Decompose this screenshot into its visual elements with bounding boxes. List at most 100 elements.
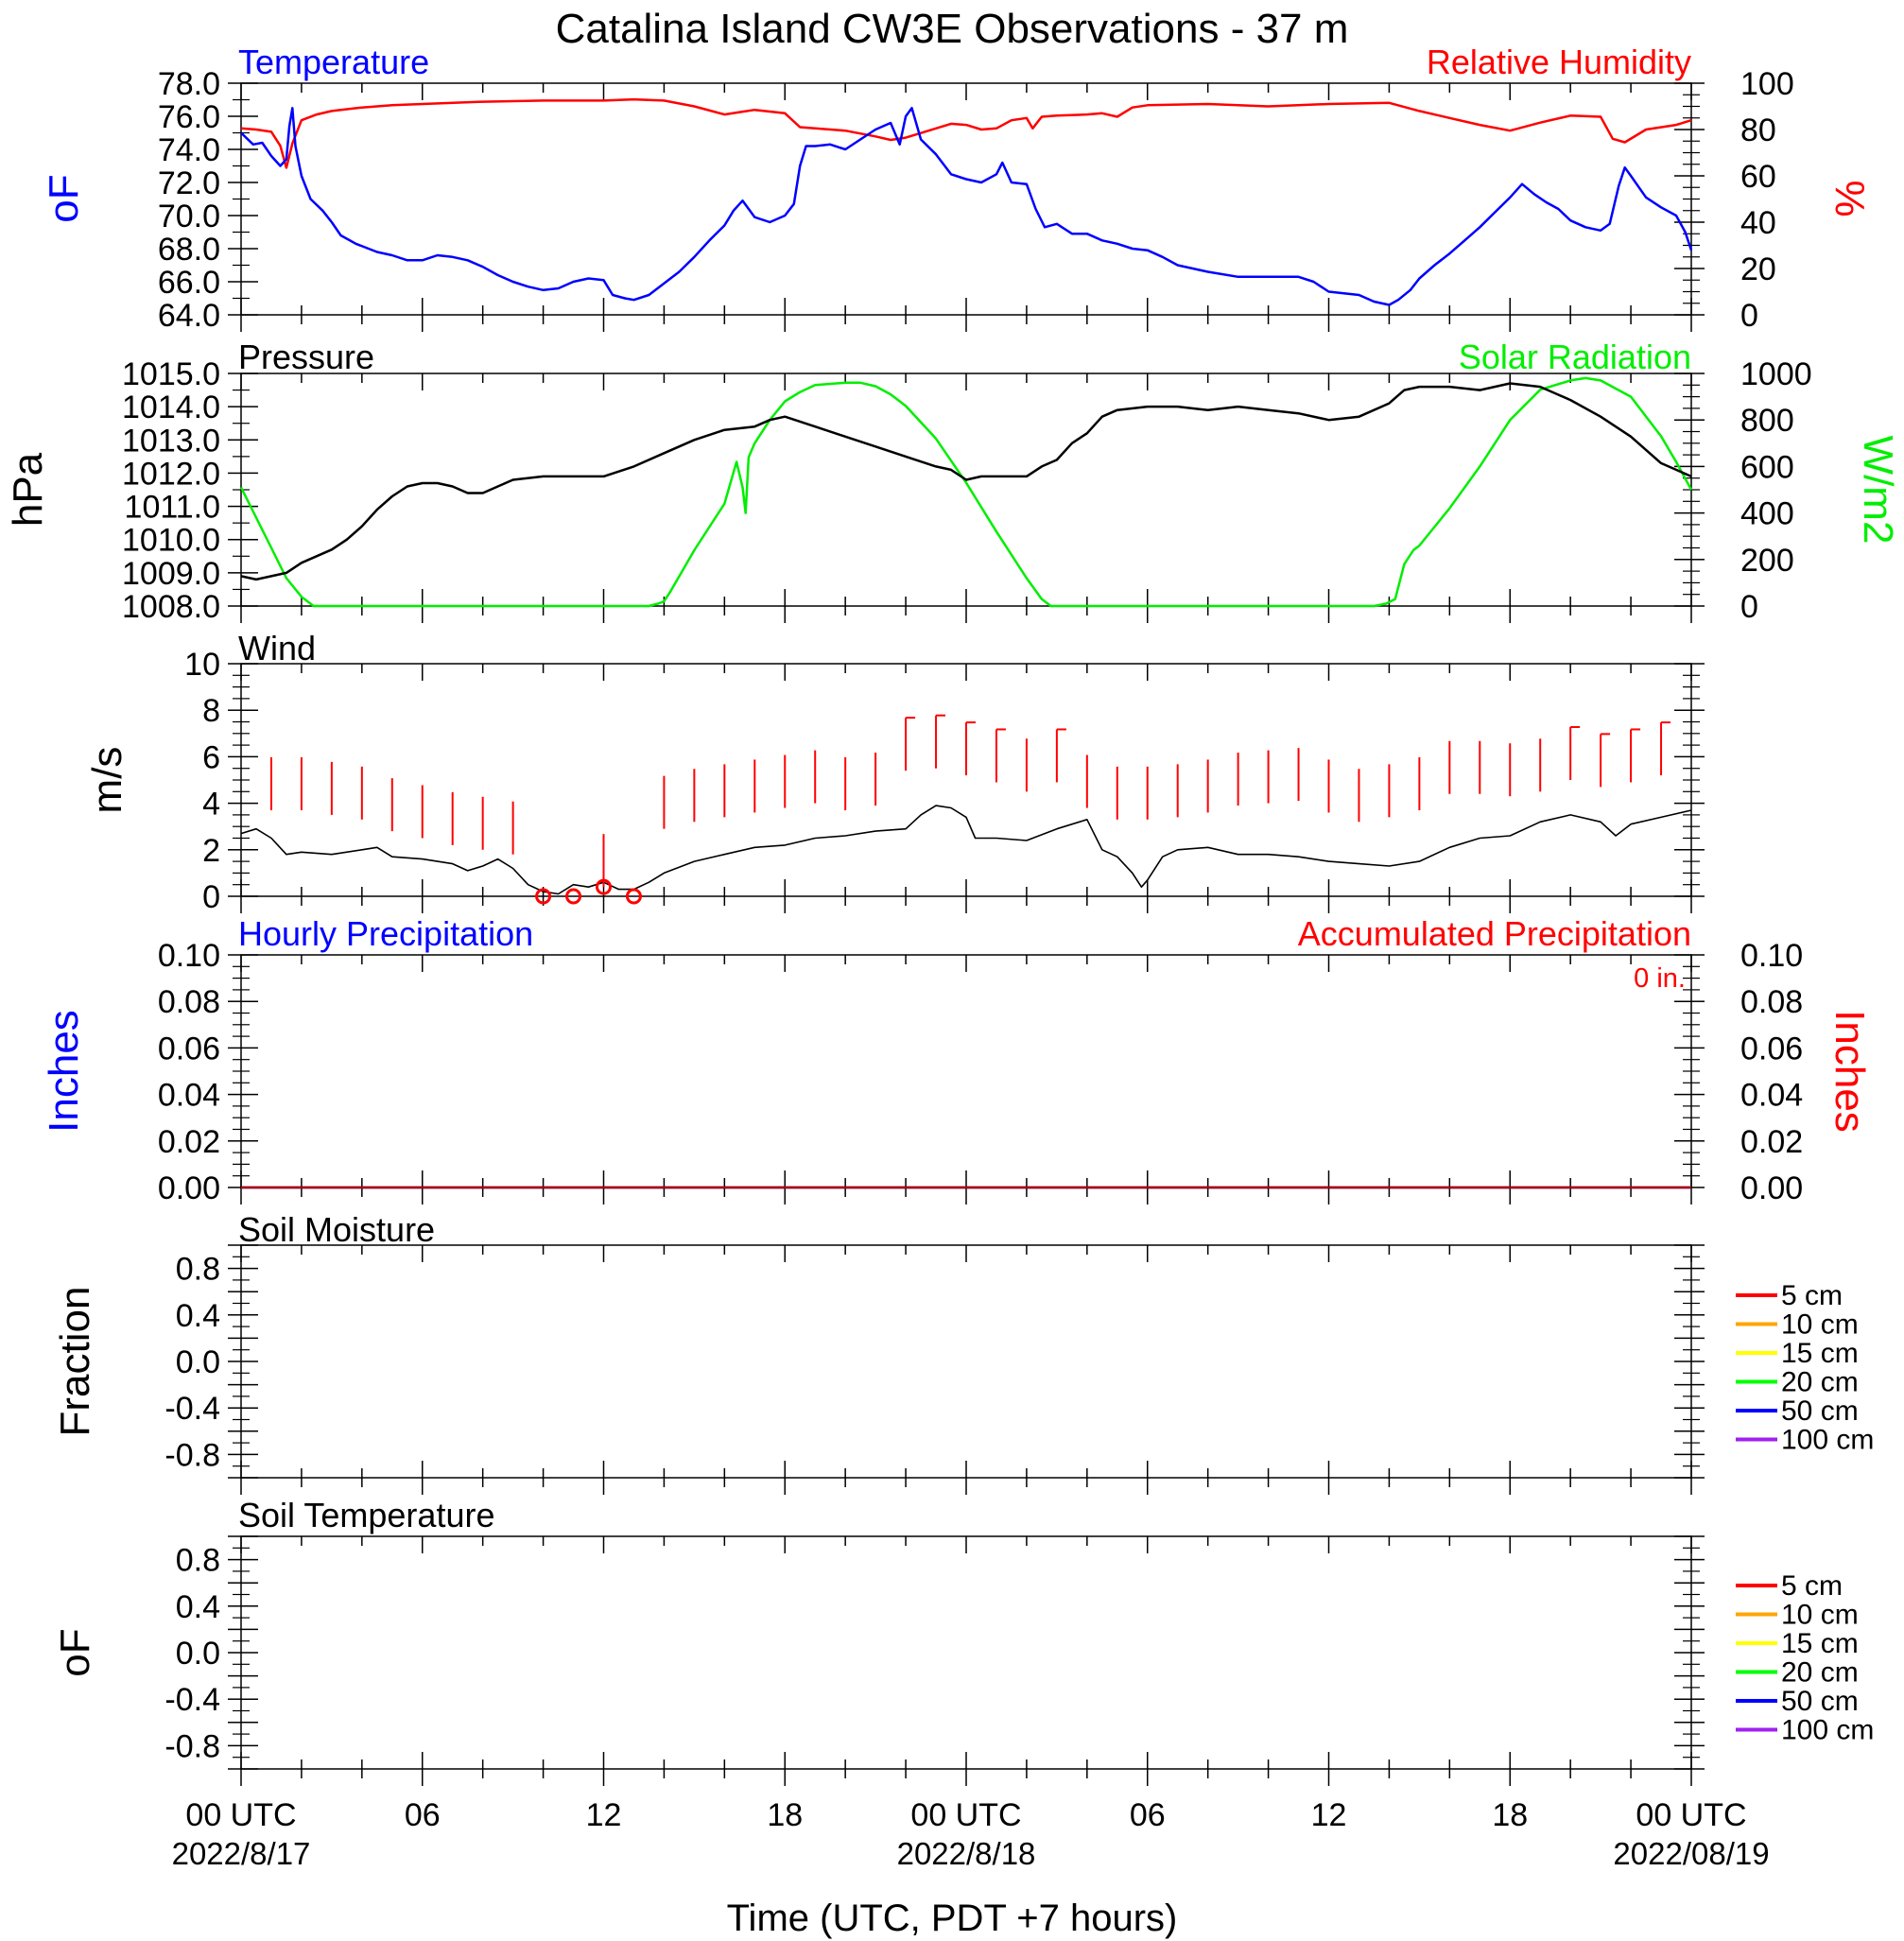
wind-left-tick-label: 2	[202, 833, 220, 869]
pressure_solar-right-tick-label: 800	[1740, 403, 1794, 439]
pressure_solar-left-tick-label: 1012.0	[122, 456, 220, 492]
soil_temp-legend-label: 5 cm	[1781, 1570, 1843, 1602]
soil_moisture-legend-label: 15 cm	[1781, 1338, 1859, 1369]
precip-left-tick-label: 0.08	[158, 984, 220, 1020]
temp_rh-right-tick-label: 40	[1740, 205, 1776, 241]
soil_moisture-left-tick-label: 0.0	[176, 1344, 220, 1380]
temp_rh-left-tick-label: 70.0	[158, 199, 220, 234]
soil_moisture-legend-label: 5 cm	[1781, 1280, 1843, 1311]
soil_temp-frame	[228, 1535, 1705, 1786]
pressure_solar-right-tick-label: 600	[1740, 449, 1794, 485]
soil_moisture-title: Soil Moisture	[238, 1210, 435, 1249]
wind-plot-border	[240, 663, 1692, 897]
soil_moisture-legend-label: 10 cm	[1781, 1309, 1859, 1341]
soil_moisture-legend-label: 20 cm	[1781, 1367, 1859, 1398]
soil_moisture-left-tick-label: -0.8	[164, 1437, 220, 1473]
pressure-title: Pressure	[238, 338, 374, 376]
calm-wind-marker	[596, 878, 612, 895]
calm-wind-marker	[535, 888, 552, 905]
soil_moisture-unit: Fraction	[52, 1287, 98, 1437]
wind-left-tick-label: 0	[202, 879, 220, 915]
pressure_solar-left-tick-label: 1010.0	[122, 523, 220, 559]
wind-series-line	[240, 805, 1692, 895]
x-tick-label: 12	[586, 1797, 622, 1833]
precip-right-tick-label: 0.06	[1740, 1031, 1803, 1066]
precip-right-tick-label: 0.00	[1740, 1170, 1803, 1206]
x-tick-label: 18	[1492, 1797, 1528, 1833]
temp_rh-left-tick-label: 78.0	[158, 66, 220, 102]
soil_moisture-legend-label: 50 cm	[1781, 1395, 1859, 1427]
precip-right-tick-label: 0.10	[1740, 938, 1803, 974]
x-tick-label: 00 UTC	[1636, 1797, 1746, 1833]
temperature-series-line	[240, 107, 1693, 306]
x-tick-label: 00 UTC	[185, 1797, 296, 1833]
temp_rh-left-tick-label: 72.0	[158, 165, 220, 201]
solar-series-line	[239, 376, 1693, 608]
wind-left-tick-label: 8	[202, 693, 220, 729]
hourly-precip-unit: Inches	[41, 1010, 87, 1133]
wind-title: Wind	[238, 629, 316, 667]
humidity-series-line	[240, 97, 1692, 169]
soil_moisture-frame	[228, 1244, 1705, 1495]
humidity-unit: %	[1826, 180, 1873, 217]
pressure_solar-right-tick-label: 0	[1740, 589, 1758, 625]
soil_temp-plot-border	[240, 1535, 1692, 1770]
temp_rh-left-tick-label: 76.0	[158, 99, 220, 135]
soil_temp-legend-label: 100 cm	[1781, 1715, 1874, 1746]
precip-right-tick-label: 0.04	[1740, 1078, 1803, 1114]
temp_rh-left-tick-label: 68.0	[158, 232, 220, 268]
precip-right-tick-label: 0.02	[1740, 1124, 1803, 1160]
soil_temp-legend-label: 50 cm	[1781, 1686, 1859, 1717]
precip-plot-border	[240, 954, 1692, 1188]
pressure_solar-left-tick-label: 1015.0	[122, 356, 220, 392]
soil_moisture-legend-label: 100 cm	[1781, 1425, 1874, 1456]
x-tick-date-label: 2022/8/17	[172, 1836, 311, 1871]
precip-frame	[228, 954, 1705, 1204]
temp_rh-left-tick-label: 64.0	[158, 298, 220, 334]
pressure_solar-left-tick-label: 1008.0	[122, 589, 220, 625]
temp_rh-left-tick-label: 74.0	[158, 132, 220, 168]
soil_temp-left-tick-label: 0.8	[176, 1543, 220, 1579]
soil_temp-left-tick-label: 0.0	[176, 1636, 220, 1672]
soil_moisture-left-tick-label: 0.8	[176, 1252, 220, 1288]
x-tick-label: 06	[405, 1797, 441, 1833]
temp_rh-right-tick-label: 80	[1740, 113, 1776, 148]
x-tick-label: 18	[767, 1797, 803, 1833]
temp_rh-right-tick-label: 20	[1740, 251, 1776, 287]
pressure_solar-right-tick-label: 200	[1740, 543, 1794, 579]
temp_rh-right-tick-label: 100	[1740, 66, 1794, 102]
wind-left-tick-label: 6	[202, 739, 220, 775]
pressure_solar-right-tick-label: 400	[1740, 496, 1794, 532]
calm-wind-marker	[565, 888, 582, 905]
soil_temp-legend-label: 20 cm	[1781, 1657, 1859, 1689]
pressure_solar-left-tick-label: 1011.0	[125, 490, 220, 526]
soil_temp-left-tick-label: 0.4	[176, 1589, 220, 1625]
pressure_solar-left-tick-label: 1014.0	[122, 390, 220, 425]
soil_temp-legend-label: 15 cm	[1781, 1628, 1859, 1659]
soil_moisture-left-tick-label: -0.4	[164, 1391, 220, 1427]
wind-left-tick-label: 10	[184, 647, 220, 683]
precip-left-tick-label: 0.00	[158, 1170, 220, 1206]
soil_temp-title: Soil Temperature	[238, 1496, 494, 1534]
panels: 64.066.068.070.072.074.076.078.002040608…	[5, 43, 1901, 1786]
x-tick-date-label: 2022/8/18	[897, 1836, 1036, 1871]
x-tick-label: 12	[1311, 1797, 1347, 1833]
accum-precip-title: Accumulated Precipitation	[1298, 914, 1691, 953]
soil_temp-left-tick-label: -0.8	[164, 1728, 220, 1764]
soil_moisture-left-tick-label: 0.4	[176, 1298, 220, 1334]
temperature-unit: oF	[41, 174, 87, 222]
wind-frame	[228, 663, 1705, 913]
soil_temp-left-tick-label: -0.4	[164, 1682, 220, 1718]
x-axis-label: Time (UTC, PDT +7 hours)	[727, 1898, 1178, 1939]
solar-unit: W/m2	[1855, 436, 1901, 545]
precip-left-tick-label: 0.04	[158, 1078, 220, 1114]
soil_temp-unit: oF	[52, 1628, 98, 1676]
precip-left-tick-label: 0.06	[158, 1031, 220, 1066]
calm-wind-marker	[625, 888, 642, 905]
accum-precip-total: 0 in.	[1634, 963, 1686, 994]
x-tick-label: 00 UTC	[910, 1797, 1021, 1833]
chart-title: Catalina Island CW3E Observations - 37 m	[556, 6, 1349, 52]
pressure_solar-left-tick-label: 1013.0	[122, 423, 220, 459]
